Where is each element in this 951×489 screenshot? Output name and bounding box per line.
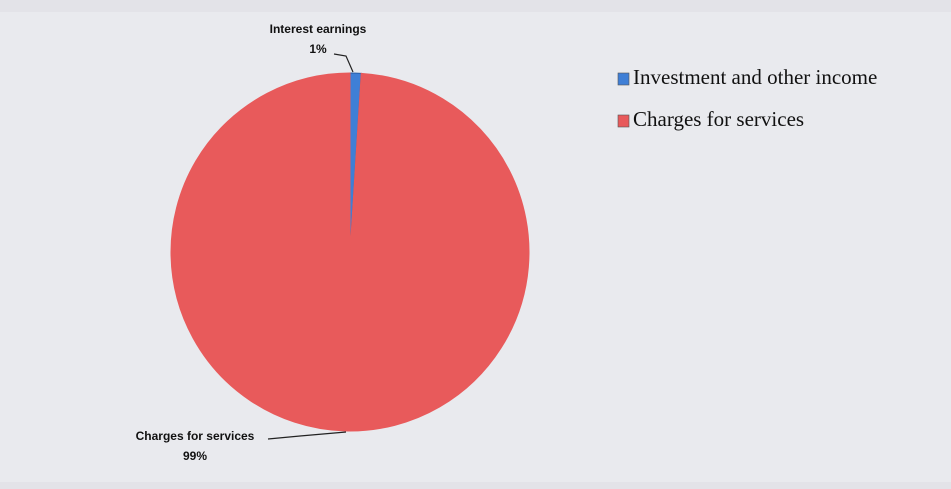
legend-swatch — [617, 72, 630, 86]
legend-swatch — [617, 114, 630, 128]
legend-label: Investment and other income — [633, 65, 877, 89]
data-label-value: 1% — [309, 42, 327, 56]
legend-label: Charges for services — [633, 107, 804, 131]
leader-line — [333, 53, 354, 73]
data-label-name: Charges for services — [136, 429, 255, 443]
pie-slice — [170, 72, 530, 432]
data-label-name: Interest earnings — [270, 22, 367, 36]
leader-line — [267, 431, 347, 440]
data-label-value: 99% — [183, 449, 207, 463]
